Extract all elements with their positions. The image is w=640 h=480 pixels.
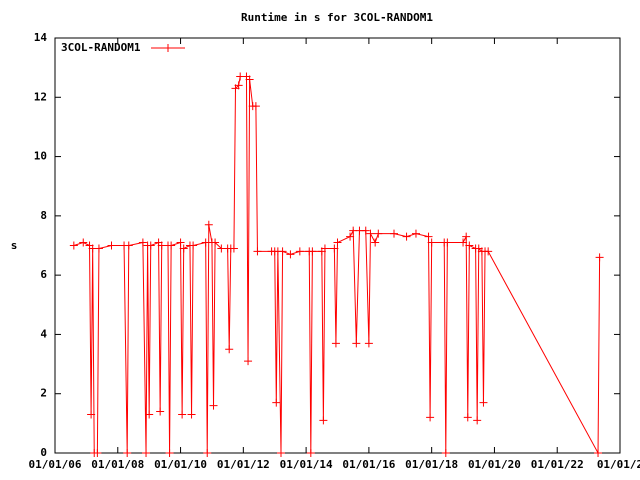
point-marker [441,449,450,457]
x-tick-label: 01/01/16 [342,458,395,471]
plot-border [54,37,621,454]
point-marker [165,449,174,457]
point-marker [253,247,262,256]
point-marker [361,226,370,235]
x-tick-label: 01/01/14 [280,458,333,471]
point-marker [123,449,132,457]
y-tick-label: 0 [40,446,47,459]
point-marker [69,241,78,250]
point-marker [142,449,151,457]
point-marker [138,238,147,247]
point-marker [176,238,185,247]
y-tick-label: 10 [34,150,47,163]
point-marker [424,232,433,241]
y-tick-label: 12 [34,90,47,103]
point-marker [426,413,435,422]
point-marker [595,253,604,262]
series-line [73,76,601,455]
point-marker [124,241,133,250]
point-marker [211,238,220,247]
legend-marker [164,44,172,52]
point-marker [272,398,281,407]
point-marker [189,241,198,250]
point-marker [156,407,165,416]
point-marker [352,339,361,348]
point-marker [427,238,436,247]
point-marker [286,250,295,259]
y-tick-label: 2 [40,387,47,400]
point-marker [594,449,603,457]
y-tick-label: 4 [40,327,47,340]
point-marker [245,75,254,84]
point-marker [463,413,472,422]
y-tick-label: 8 [40,209,47,222]
point-marker [244,357,253,366]
point-marker [320,244,329,253]
x-tick-label: 01/01/10 [154,458,207,471]
point-marker [306,449,315,457]
point-marker [179,244,188,253]
point-marker [443,238,452,247]
x-tick-label: 01/01/20 [468,458,521,471]
point-marker [251,102,260,111]
point-marker [295,247,304,256]
point-marker [366,229,375,238]
x-tick-label: 01/01/22 [531,458,584,471]
x-tick-label: 01/01/08 [91,458,144,471]
point-marker [374,229,383,238]
point-marker [187,410,196,419]
point-marker [330,244,339,253]
point-marker [308,247,317,256]
point-marker [402,232,411,241]
x-tick-label: 01/01/12 [217,458,270,471]
point-marker [167,241,176,250]
x-tick-label: 01/01/18 [405,458,458,471]
point-marker [333,238,342,247]
point-marker [459,238,468,247]
point-marker [229,244,238,253]
y-axis-label: s [11,239,18,252]
point-marker [178,410,187,419]
chart-title: Runtime in s for 3COL-RANDOM1 [241,11,433,24]
point-marker [204,220,213,229]
point-marker [107,241,116,250]
point-marker [79,238,88,247]
y-tick-label: 14 [34,31,48,44]
y-tick-label: 6 [40,268,47,281]
x-tick-label: 01/01/06 [29,458,82,471]
point-marker [346,232,355,241]
point-marker [277,449,285,457]
point-marker [225,345,234,354]
point-marker [411,229,420,238]
point-marker [87,410,96,419]
point-marker [319,416,328,425]
point-marker [278,247,287,256]
point-marker [94,244,103,253]
x-tick-label: 01/01/2 [597,458,640,471]
legend-label: 3COL-RANDOM1 [61,41,141,54]
point-marker [203,449,212,457]
point-marker [145,410,154,419]
point-marker [479,398,488,407]
point-marker [364,339,373,348]
point-marker [146,241,155,250]
point-marker [371,238,380,247]
point-marker [234,81,243,90]
point-marker [390,229,398,238]
point-marker [465,241,474,250]
point-marker [331,339,340,348]
point-marker [484,247,493,256]
point-marker [473,416,482,425]
point-marker [462,232,471,241]
point-marker [93,449,102,457]
point-marker [209,401,218,410]
